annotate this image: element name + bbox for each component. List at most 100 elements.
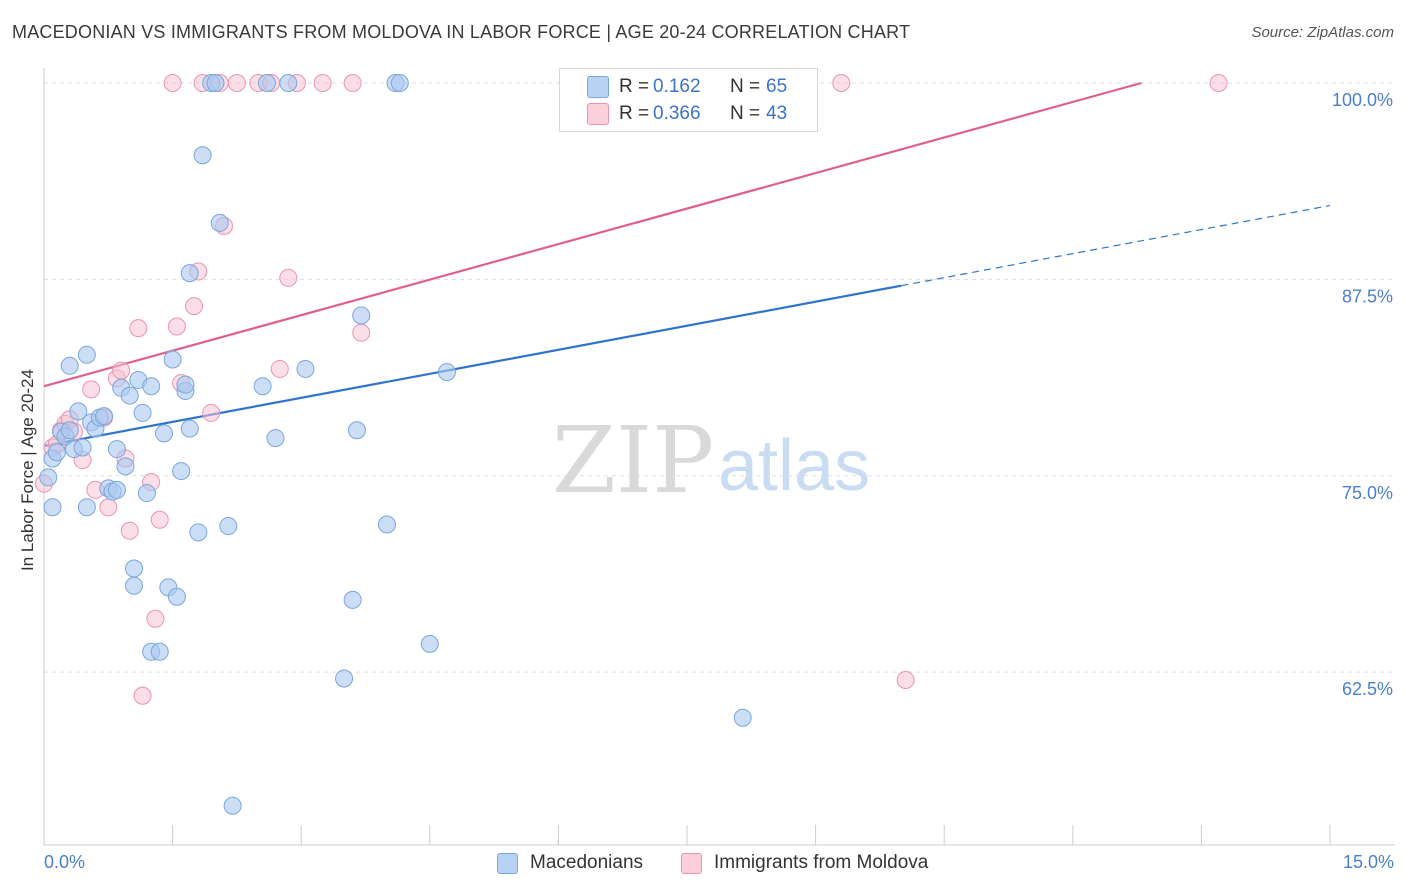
data-point-moldova [202,403,221,422]
data-point-macedonians [150,642,169,661]
r-value: 0.162 [653,76,701,97]
data-point-moldova [99,498,118,517]
r-label: R = [619,103,650,124]
data-point-moldova [896,671,915,690]
n-label: N = [730,103,761,124]
data-point-macedonians [77,498,96,517]
legend-label-moldova: Immigrants from Moldova [714,852,929,873]
chart-title: MACEDONIAN VS IMMIGRANTS FROM MOLDOVA IN… [12,22,911,42]
data-point-macedonians [437,363,456,382]
data-point-macedonians [180,264,199,283]
data-point-macedonians [335,669,354,688]
data-point-macedonians [206,73,225,92]
trend-lines [43,81,1331,448]
n-label: N = [730,76,761,97]
source-label: Source: ZipAtlas.com [1251,24,1394,41]
r-value: 0.366 [653,103,701,124]
data-point-moldova [832,73,851,92]
data-point-moldova [112,361,131,380]
data-point-macedonians [120,386,139,405]
data-point-macedonians [296,359,315,378]
data-point-macedonians [210,213,229,232]
data-point-macedonians [257,73,276,92]
watermark-zip: ZIP [552,407,714,514]
data-point-moldova [270,359,289,378]
x-tick-max: 15.0% [1342,852,1394,872]
data-point-macedonians [60,356,79,375]
data-point-moldova [1209,73,1228,92]
stats-legend: R = 0.162 N = 65 R = 0.366 N = 43 [559,68,818,132]
data-point-macedonians [377,515,396,534]
data-point-macedonians [172,462,191,481]
data-point-moldova [343,73,362,92]
data-point-macedonians [390,73,409,92]
data-point-macedonians [266,429,285,448]
data-point-macedonians [352,306,371,325]
trend-line-macedonians [43,284,902,448]
data-point-macedonians [733,708,752,727]
n-value: 65 [766,76,788,97]
data-point-macedonians [116,457,135,476]
data-point-macedonians [193,146,212,165]
legend-label-macedonians: Macedonians [530,852,644,873]
data-point-macedonians [39,468,58,487]
data-point-macedonians [163,350,182,369]
data-point-moldova [129,319,148,338]
data-point-macedonians [95,407,114,426]
legend-swatch-pink [681,852,702,874]
data-point-macedonians [219,517,238,536]
n-value: 43 [766,103,788,124]
watermark-atlas: atlas [718,426,870,506]
data-point-moldova [279,268,298,287]
data-point-macedonians [43,498,62,517]
y-tick-label: 100.0% [1332,90,1393,110]
data-point-moldova [150,510,169,529]
stats-row-moldova: R = 0.366 N = 43 [560,101,817,127]
legend-item-moldova[interactable]: Immigrants from Moldova [681,852,928,874]
data-point-macedonians [253,377,272,396]
legend-item-macedonians[interactable]: Macedonians [497,852,643,874]
data-point-moldova [352,323,371,342]
data-point-macedonians [125,559,144,578]
series-legend: Macedonians Immigrants from Moldova [0,852,1406,878]
data-point-moldova [185,297,204,316]
data-point-moldova [146,609,165,628]
data-point-moldova [82,380,101,399]
data-point-moldova [227,73,246,92]
data-point-macedonians [60,421,79,440]
data-point-moldova [133,686,152,705]
data-point-macedonians [133,403,152,422]
data-point-moldova [120,521,139,540]
legend-swatch-blue [587,76,609,98]
legend-swatch-blue [497,852,518,874]
data-point-macedonians [47,443,66,462]
data-point-macedonians [189,523,208,542]
stats-row-macedonians: R = 0.162 N = 65 [560,74,817,100]
data-point-macedonians [176,375,195,394]
data-point-moldova [163,73,182,92]
data-point-macedonians [180,419,199,438]
data-point-macedonians [279,73,298,92]
y-tick-labels: 62.5% 75.0% 87.5% 100.0% [1332,90,1393,699]
grid-lines [44,82,1395,673]
r-label: R = [619,76,650,97]
data-point-macedonians [137,484,156,503]
trend-line-moldova [43,81,1142,388]
y-tick-label: 75.0% [1342,483,1393,503]
y-tick-label: 87.5% [1342,286,1393,306]
data-point-macedonians [77,345,96,364]
data-point-macedonians [420,634,439,653]
y-axis-label: In Labor Force | Age 20-24 [18,369,37,571]
series-moldova-points [35,73,1228,705]
data-point-macedonians [167,587,186,606]
y-tick-label: 62.5% [1342,679,1393,699]
legend-swatch-pink [587,103,609,125]
data-point-macedonians [69,402,88,421]
data-point-macedonians [142,377,161,396]
data-point-macedonians [125,576,144,595]
x-tick-min: 0.0% [44,852,86,872]
data-point-moldova [167,317,186,336]
data-point-macedonians [107,480,126,499]
trend-line-macedonians-extension [901,204,1331,287]
